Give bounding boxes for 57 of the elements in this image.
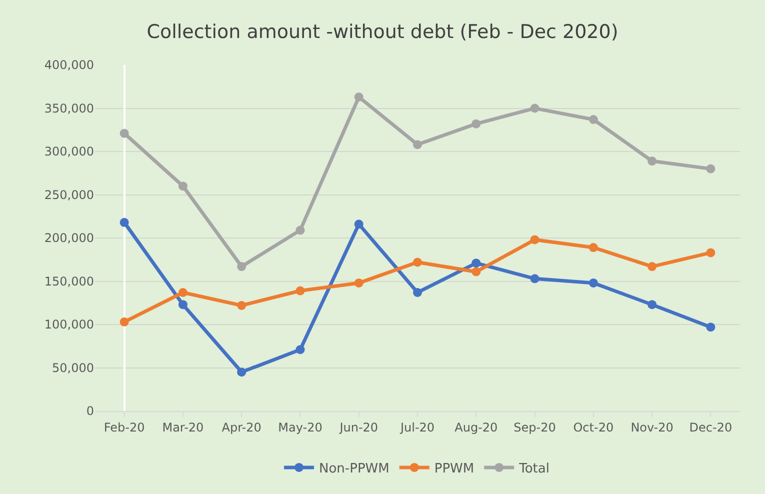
- y-tick-label: 100,000: [44, 318, 94, 332]
- point: [530, 235, 540, 244]
- point: [472, 267, 481, 276]
- point: [178, 182, 188, 191]
- y-tick-label: 200,000: [44, 231, 94, 246]
- point: [120, 218, 129, 227]
- point: [530, 274, 540, 284]
- point: [588, 115, 598, 124]
- point: [413, 140, 422, 150]
- point: [354, 220, 364, 229]
- legend-label: PPWM: [434, 462, 474, 477]
- x-tick-label: Nov-20: [630, 420, 674, 434]
- point: [120, 317, 129, 326]
- point: [706, 322, 716, 332]
- point: [706, 164, 716, 174]
- point: [648, 156, 657, 166]
- point: [354, 278, 364, 288]
- x-tick-label: Jun-20: [338, 420, 378, 434]
- point: [354, 92, 364, 102]
- point: [413, 288, 422, 297]
- point: [413, 258, 422, 267]
- point: [588, 278, 598, 288]
- point: [588, 243, 598, 252]
- point: [648, 300, 657, 310]
- y-tick-label: 0: [86, 404, 94, 418]
- point: [530, 104, 540, 113]
- y-tick-label: 50,000: [52, 360, 94, 375]
- x-tick-label: Sep-20: [514, 420, 556, 434]
- point: [237, 262, 246, 272]
- legend-label: Non-PPWM: [319, 462, 390, 477]
- point: [120, 128, 129, 138]
- y-tick-label: 300,000: [44, 144, 94, 159]
- y-tick-label: 150,000: [44, 274, 94, 288]
- legend-label: Total: [518, 462, 550, 477]
- point: [296, 226, 305, 235]
- point: [237, 368, 246, 377]
- point: [648, 262, 657, 272]
- x-tick-label: Feb-20: [104, 420, 145, 434]
- x-tick-label: Mar-20: [162, 420, 204, 434]
- point: [178, 300, 188, 310]
- point: [178, 288, 188, 297]
- x-tick-label: Apr-20: [222, 420, 262, 434]
- point: [472, 258, 481, 268]
- point: [296, 286, 305, 296]
- y-tick-label: 350,000: [44, 101, 94, 116]
- chart-title: Collection amount -without debt (Feb - Dec 2020): [146, 21, 618, 43]
- point: [296, 345, 305, 354]
- x-tick-label: Aug-20: [454, 420, 498, 434]
- x-tick-label: May-20: [278, 420, 322, 434]
- x-tick-label: Jul-20: [399, 420, 435, 434]
- point: [472, 119, 481, 128]
- x-tick-label: Dec-20: [689, 420, 732, 434]
- y-tick-label: 400,000: [44, 58, 94, 72]
- x-tick-label: Oct-20: [573, 420, 614, 434]
- point: [706, 248, 716, 258]
- y-tick-label: 250,000: [44, 188, 94, 202]
- point: [237, 300, 246, 310]
